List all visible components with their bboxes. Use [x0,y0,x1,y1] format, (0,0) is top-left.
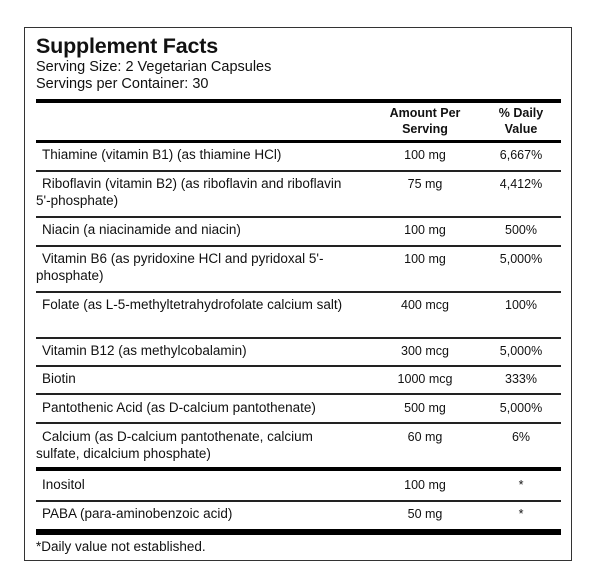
panel-title: Supplement Facts [36,34,218,58]
thick-divider [36,467,561,471]
nutrient-daily-value: 6,667% [499,148,543,162]
row-divider [36,170,561,172]
nutrient-name: PABA (para-aminobenzoic acid) [42,506,233,521]
row-divider [36,393,561,395]
nutrient-amount: 100 mg [404,223,446,237]
nutrient-name: Vitamin B6 (as pyridoxine HCl and pyrido… [36,251,324,283]
nutrient-name: Riboflavin (vitamin B2) (as riboflavin a… [36,176,342,208]
nutrient-amount: 100 mg [404,478,446,492]
nutrient-name: Pantothenic Acid (as D-calcium pantothen… [42,400,316,415]
nutrient-name: Calcium (as D-calcium pantothenate, calc… [36,429,313,461]
nutrient-name: Biotin [42,371,76,386]
nutrient-amount: 500 mg [404,401,446,415]
header-divider [36,140,561,143]
nutrient-amount: 75 mg [407,177,443,191]
row-divider [36,291,561,293]
nutrient-daily-value: 5,000% [499,344,543,358]
nutrient-amount: 50 mg [407,507,443,521]
column-header-daily-value: % Daily Value [498,106,544,136]
row-divider [36,365,561,367]
nutrient-name: Inositol [42,477,85,492]
nutrient-name: Vitamin B12 (as methylcobalamin) [42,343,247,358]
nutrient-amount: 100 mg [404,148,446,162]
footnote: *Daily value not established. [36,539,206,554]
nutrient-daily-value: 333% [505,372,537,386]
row-divider [36,245,561,247]
thick-divider [36,99,561,103]
nutrient-amount: 1000 mcg [397,372,453,386]
nutrient-name: Niacin (a niacinamide and niacin) [42,222,241,237]
nutrient-daily-value: 5,000% [499,401,543,415]
nutrient-daily-value: 100% [505,298,537,312]
nutrient-daily-value: 5,000% [499,252,543,266]
row-divider [36,216,561,218]
row-divider [36,500,561,502]
nutrient-amount: 300 mcg [401,344,449,358]
nutrient-name: Folate (as L-5-methyltetrahydrofolate ca… [42,297,343,312]
nutrient-daily-value: 500% [505,223,537,237]
nutrient-name: Thiamine (vitamin B1) (as thiamine HCl) [42,147,282,162]
servings-per-container: Servings per Container: 30 [36,76,209,92]
row-divider [36,422,561,424]
column-header-amount: Amount Per Serving [389,106,461,136]
nutrient-daily-value: 4,412% [499,177,543,191]
nutrient-daily-value: * [518,478,524,492]
nutrient-daily-value: 6% [511,430,531,444]
supplement-facts-panel: Supplement Facts Serving Size: 2 Vegetar… [24,27,572,561]
serving-size: Serving Size: 2 Vegetarian Capsules [36,59,272,75]
nutrient-amount: 60 mg [407,430,443,444]
row-divider [36,337,561,339]
nutrient-daily-value: * [518,507,524,521]
nutrient-amount: 400 mcg [401,298,449,312]
nutrient-amount: 100 mg [404,252,446,266]
thick-divider [36,529,561,535]
